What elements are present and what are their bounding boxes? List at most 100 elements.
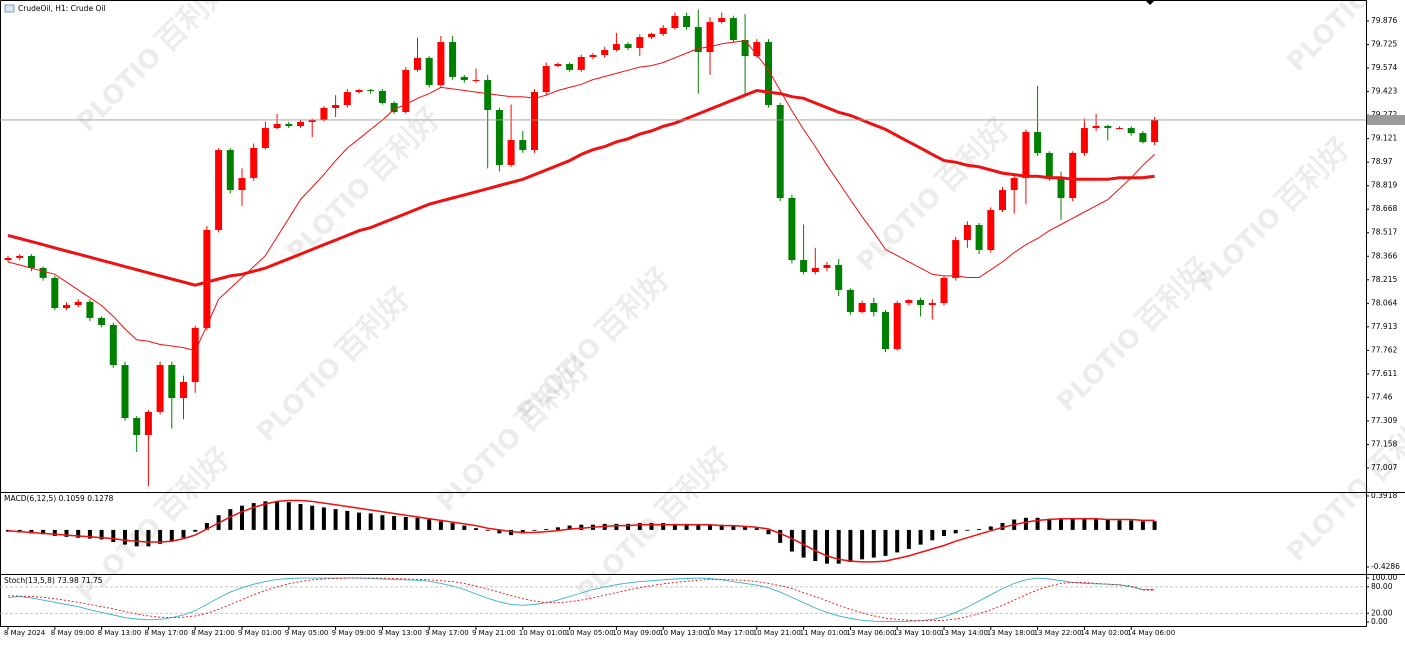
candle-body (460, 76, 468, 81)
candle-body (472, 80, 480, 82)
candle-body (449, 42, 457, 77)
candle-body (706, 21, 714, 53)
candle-body (729, 18, 737, 41)
macd-bar (696, 524, 701, 530)
macd-bar (626, 523, 631, 530)
candle-body (893, 303, 901, 349)
y-tick-label: 0.00 (1371, 617, 1388, 626)
candle-body (776, 104, 784, 198)
candle-body (507, 140, 515, 165)
candle-body (4, 257, 12, 261)
y-tick-label: 77.158 (1371, 439, 1397, 448)
candle-body (86, 301, 94, 318)
candle-body (1127, 128, 1135, 134)
candle-body (1010, 178, 1018, 191)
candle-body (835, 264, 843, 290)
indicator-line (7, 499, 1155, 563)
y-tick-label: 79.725 (1371, 40, 1397, 49)
macd-bar (918, 529, 923, 545)
y-tick-label: 78.97 (1371, 157, 1393, 166)
candle-body (121, 365, 129, 418)
y-tick-label: 79.876 (1371, 16, 1397, 25)
x-tick-label: 10 May 09:00 (612, 629, 660, 637)
candle-body (1080, 128, 1088, 153)
y-tick-label: 77.46 (1371, 392, 1393, 401)
candle-body (659, 28, 667, 34)
candle-body (390, 102, 398, 112)
macd-bar (134, 529, 139, 547)
x-tick-label: 9 May 01:00 (238, 629, 282, 637)
candle-body (846, 289, 854, 313)
macd-bar (310, 505, 315, 530)
chart-title: CrudeOil, H1: Crude Oil (18, 4, 106, 13)
x-tick-label: 13 May 14:00 (940, 629, 988, 637)
candle-body (963, 224, 971, 241)
candle-body (226, 150, 234, 191)
candle-body (1057, 178, 1065, 198)
x-tick-label: 9 May 13:00 (378, 629, 422, 637)
macd-bar (953, 529, 958, 534)
macd-bar (1129, 520, 1134, 530)
macd-bar (684, 523, 689, 530)
candle-body (297, 121, 304, 127)
candle-body (1069, 152, 1077, 198)
macd-bar (1082, 519, 1087, 530)
macd-bar (965, 529, 970, 531)
candle-body (109, 324, 117, 366)
macd-bar (754, 528, 759, 530)
candle-body (261, 128, 269, 148)
candle-body (144, 411, 152, 435)
macd-bar (848, 529, 853, 562)
macd-bar (286, 502, 291, 530)
shift-marker (1146, 1, 1154, 5)
macd-bar (193, 529, 198, 532)
macd-bar (1047, 518, 1052, 530)
candle-body (987, 209, 995, 251)
macd-bar (181, 529, 186, 538)
macd-bar (333, 509, 338, 530)
candle-body (636, 37, 644, 48)
candle-body (648, 33, 655, 38)
x-tick-label: 14 May 02:00 (1080, 629, 1128, 637)
candle-body (823, 264, 831, 268)
macd-bar (345, 510, 350, 530)
candle-body (589, 54, 597, 57)
candle-body (811, 267, 819, 273)
macd-bar (41, 529, 46, 535)
macd-bar (251, 503, 256, 530)
macd-bar (801, 529, 806, 558)
candle-body (367, 90, 375, 92)
x-tick-label: 8 May 17:00 (144, 629, 188, 637)
price-marker (1367, 114, 1405, 125)
candle-body (577, 56, 585, 70)
candle-body (940, 277, 948, 304)
candle-body (671, 16, 679, 29)
candle-body (519, 140, 527, 151)
x-tick-label: 13 May 22:00 (1034, 629, 1082, 637)
x-tick-label: 9 May 17:00 (425, 629, 469, 637)
macd-bar (544, 529, 549, 530)
candle-body (1022, 131, 1030, 179)
macd-bar (860, 529, 865, 560)
macd-bar (1035, 517, 1040, 530)
candle-body (718, 18, 726, 22)
y-tick-label: 100.00 (1371, 573, 1397, 582)
y-tick-label: 77.762 (1371, 345, 1397, 354)
y-tick-label: 78.668 (1371, 204, 1397, 213)
candle-body (1151, 119, 1159, 143)
macd-bar (485, 529, 490, 531)
y-tick-label: 0.3918 (1371, 491, 1397, 500)
y-tick-label: 77.007 (1371, 463, 1397, 472)
candle-body (273, 123, 281, 129)
macd-bar (427, 519, 432, 530)
candle-body (51, 277, 59, 308)
macd-bar (743, 526, 748, 530)
macd-bar (415, 517, 420, 530)
x-tick-label: 8 May 21:00 (191, 629, 235, 637)
candle-body (1139, 133, 1147, 143)
y-tick-label: -0.4286 (1371, 562, 1400, 571)
candle-body (612, 44, 620, 50)
x-tick-label: 9 May 09:00 (332, 629, 376, 637)
macd-bar (766, 529, 771, 535)
